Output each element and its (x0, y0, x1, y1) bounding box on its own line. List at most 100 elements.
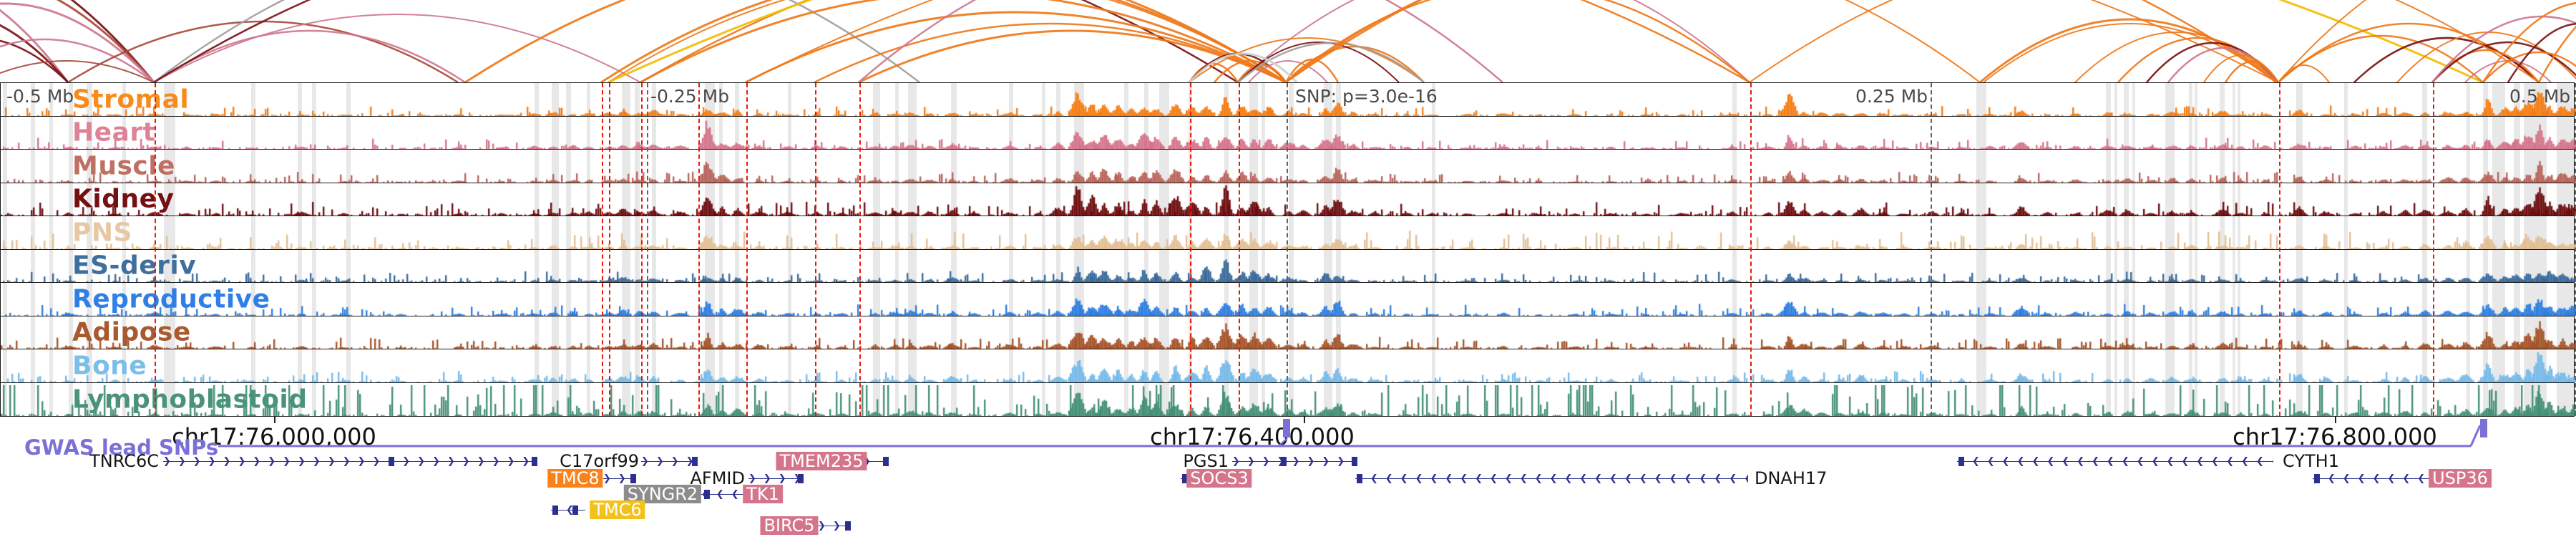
gene-label-usp36[interactable]: USP36 (2429, 469, 2492, 488)
gene-body-tmem235[interactable] (863, 461, 887, 462)
highlight-band (635, 83, 640, 416)
track-label-kidney[interactable]: Kidney (72, 184, 175, 214)
gene-body-pgs1[interactable] (1232, 461, 1357, 462)
anchor-line (815, 83, 816, 416)
track-row-heart: Heart (1, 117, 2576, 150)
highlight-band (2189, 83, 2192, 416)
highlight-band (2467, 83, 2470, 416)
signal-pns[interactable] (1, 218, 2576, 249)
gene-strand-arrows: ❯❯❯❯ (748, 474, 803, 483)
interaction-arc (600, 0, 1287, 82)
track-row-lymphoblastoid: Lymphoblastoid (1, 383, 2576, 416)
anchor-line (859, 83, 861, 416)
track-row-pns: PNS (1, 216, 2576, 250)
gene-label-c17orf99[interactable]: C17orf99 (560, 451, 639, 471)
gene-body-tmc8[interactable] (603, 478, 634, 479)
gene-label-tk1[interactable]: TK1 (743, 485, 783, 503)
track-label-reproductive[interactable]: Reproductive (72, 284, 270, 314)
highlight-band (2195, 83, 2197, 416)
highlight-band (719, 83, 723, 416)
gene-exon (692, 456, 698, 466)
highlight-band (312, 83, 316, 416)
highlight-band (1144, 83, 1148, 416)
gene-body-afmid[interactable] (748, 478, 803, 479)
interaction-arc (1237, 0, 1750, 82)
interaction-arc (1188, 52, 1298, 82)
gwas-lead-snp-marker[interactable] (2480, 419, 2487, 437)
track-label-pns[interactable]: PNS (72, 218, 132, 248)
gene-body-c17orf99[interactable] (641, 461, 696, 462)
highlight-band (1289, 83, 1294, 416)
gene-strand-arrows: ❯❯❯❯❯❯❯❯❯ (1232, 457, 1357, 466)
gene-body-tmc6[interactable] (551, 510, 585, 511)
track-label-lymphoblastoid[interactable]: Lymphoblastoid (72, 384, 308, 415)
gwas-lead-snp-marker[interactable] (1283, 419, 1290, 437)
gene-body-tnrc6c[interactable] (163, 461, 537, 462)
interaction-arc (2224, 60, 2280, 82)
track-label-bone[interactable]: Bone (72, 351, 147, 381)
gene-label-tmem235[interactable]: TMEM235 (776, 452, 867, 470)
highlight-band (1224, 83, 1229, 416)
gwas-snp-connector (2469, 425, 2482, 447)
highlight-band (895, 83, 899, 416)
interaction-arc (1189, 37, 1425, 82)
gene-label-tnrc6c[interactable]: TNRC6C (89, 451, 159, 471)
highlight-band (1262, 83, 1265, 416)
gene-exon (1352, 456, 1357, 466)
signal-stromal[interactable] (1, 84, 2576, 116)
interaction-arc (1285, 45, 1425, 82)
gene-exon (389, 456, 394, 466)
gene-label-tmc6[interactable]: TMC6 (590, 500, 645, 519)
signal-heart[interactable] (1, 118, 2576, 149)
anchor-line (1239, 83, 1240, 416)
track-row-muscle: Muscle (1, 150, 2576, 183)
signal-adipose[interactable] (1, 318, 2576, 349)
highlight-band (2220, 83, 2225, 416)
highlight-band (2344, 83, 2348, 416)
track-row-reproductive: Reproductive (1, 283, 2576, 316)
interaction-arc (153, 0, 1239, 82)
track-label-adipose[interactable]: Adipose (72, 317, 191, 347)
gene-body-usp36[interactable] (2313, 478, 2429, 479)
interaction-arc (0, 9, 69, 82)
gene-exon (1281, 456, 1287, 466)
highlight-band (2238, 83, 2240, 416)
gene-strand-arrows: ❮❮❮ (701, 490, 744, 499)
track-row-stromal: Stromal (1, 83, 2576, 117)
gene-label-syngr2[interactable]: SYNGR2 (623, 485, 702, 503)
gene-body-syngr2[interactable] (701, 494, 744, 495)
track-label-muscle[interactable]: Muscle (72, 151, 175, 181)
gene-label-socs3[interactable]: SOCS3 (1186, 469, 1252, 488)
gene-body-cyth1[interactable] (1957, 461, 2273, 462)
interaction-arc (2278, 34, 2484, 82)
signal-bone[interactable] (1, 351, 2576, 382)
track-row-es-deriv: ES-deriv (1, 250, 2576, 283)
interaction-arc (153, 14, 641, 82)
gene-label-birc5[interactable]: BIRC5 (760, 516, 819, 535)
gene-label-dnah17[interactable]: DNAH17 (1755, 468, 1828, 488)
signal-es-deriv[interactable] (1, 251, 2576, 282)
track-label-stromal[interactable]: Stromal (72, 84, 190, 115)
gene-label-cyth1[interactable]: CYTH1 (2283, 451, 2339, 471)
interaction-arc (153, 0, 920, 82)
gene-label-pgs1[interactable]: PGS1 (1183, 451, 1229, 471)
signal-lymphoblastoid[interactable] (1, 385, 2576, 416)
anchor-line (1750, 83, 1752, 416)
track-label-es-deriv[interactable]: ES-deriv (72, 251, 197, 281)
interaction-arc (814, 22, 1287, 82)
highlight-band (1056, 83, 1060, 416)
signal-reproductive[interactable] (1, 284, 2576, 316)
gene-exon (883, 456, 889, 466)
gene-label-tmc8[interactable]: TMC8 (547, 469, 603, 488)
gene-strand-arrows: ❮❮❮❮❮❮❮❮❮❮❮❮❮❮❮❮❮❮❮❮❮❮❮❮❮❮❮❮ (1355, 474, 1748, 483)
gene-strand-arrows: ❯❯ (818, 521, 848, 531)
anchor-line (641, 83, 643, 416)
signal-kidney[interactable] (1, 185, 2576, 216)
gene-label-afmid[interactable]: AFMID (690, 468, 746, 488)
track-label-heart[interactable]: Heart (72, 117, 156, 147)
ruler-tick-line (1287, 83, 1288, 416)
gene-body-dnah17[interactable] (1355, 478, 1748, 479)
gene-exon (704, 489, 710, 499)
signal-muscle[interactable] (1, 151, 2576, 183)
ruler-label: SNP: p=3.0e-16 (1295, 86, 1438, 107)
